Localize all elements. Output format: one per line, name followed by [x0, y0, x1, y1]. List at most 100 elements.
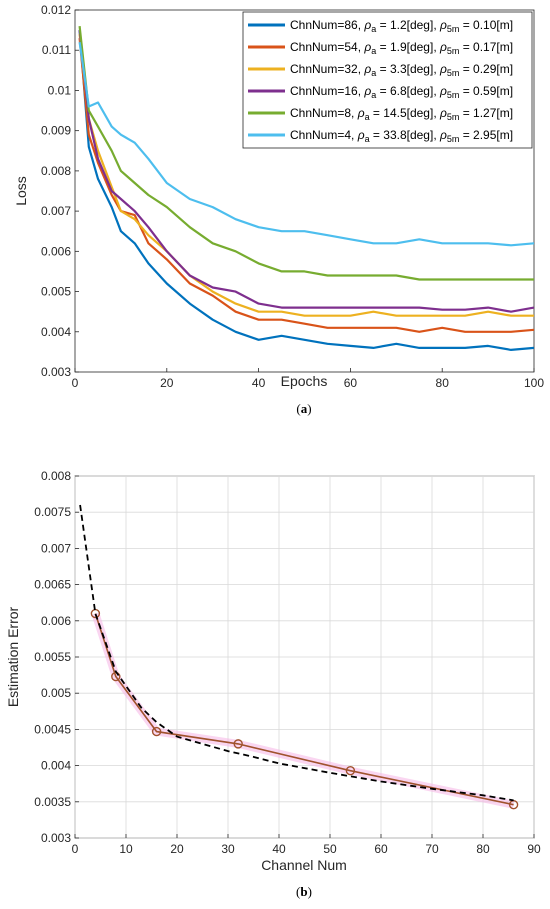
- panel-b-caption-close: ): [308, 884, 312, 899]
- legend-text-part: 5m: [447, 112, 460, 122]
- legend-text-part: = 1.2[deg],: [376, 18, 440, 32]
- legend-text-part: a: [365, 112, 370, 122]
- y-tick-label: 0.009: [41, 124, 71, 138]
- x-tick-label: 80: [476, 842, 490, 856]
- y-tick-label: 0.0035: [34, 795, 71, 809]
- legend-entry-label: ChnNum=86, ρa = 1.2[deg], ρ5m = 0.10[m]: [290, 18, 513, 34]
- panel-b-series-lines: [79, 504, 519, 810]
- legend-text-part: ρ: [363, 40, 371, 54]
- data-point-marker: [233, 739, 243, 749]
- x-tick-label: 20: [170, 842, 184, 856]
- legend-text-part: ChnNum=4,: [290, 128, 358, 142]
- x-tick-label: 40: [252, 376, 266, 390]
- panel-b-y-tick-labels: 0.003 0.0035 0.004 0.0045 0.005 0.0055 0.006 0.…: [34, 469, 79, 845]
- data-point-marker: [508, 799, 519, 810]
- y-tick-label: 0.011: [42, 43, 71, 57]
- legend-text-part: a: [371, 24, 376, 34]
- legend-text-part: ChnNum=86,: [290, 18, 364, 32]
- x-tick-label: 80: [436, 376, 450, 390]
- legend-text-part: a: [365, 134, 370, 144]
- panel-a-series-lines: [78, 25, 535, 351]
- legend-text-part: ρ: [439, 18, 447, 32]
- y-tick-label: 0.0065: [34, 578, 71, 592]
- y-tick-label: 0.012: [41, 3, 71, 17]
- legend-text-part: ρ: [357, 128, 365, 142]
- x-tick-label: 90: [527, 842, 541, 856]
- panel-a-caption: (a): [296, 401, 311, 416]
- y-tick-label: 0.007: [41, 204, 71, 218]
- x-tick-label: 50: [323, 842, 337, 856]
- panel-b-caption-open: (: [296, 884, 300, 899]
- series-line-3: [78, 29, 535, 313]
- legend-text-part: = 0.10[m]: [459, 18, 513, 32]
- panel-a-loss-chart: 0 20 40 60 80 100 0.0030.0040.0050.0060.0070.…: [13, 3, 544, 416]
- panel-b-caption-letter: b: [300, 884, 307, 899]
- y-tick-label: 0.0045: [34, 722, 71, 736]
- panel-b-x-axis-label: Channel Num: [261, 857, 347, 873]
- data-point-marker: [345, 765, 356, 776]
- legend-text-part: ρ: [439, 84, 447, 98]
- legend-text-part: ρ: [439, 40, 447, 54]
- x-tick-label: 0: [72, 842, 79, 856]
- legend-text-part: ρ: [357, 106, 365, 120]
- legend-entry-label: ChnNum=8, ρa = 14.5[deg], ρ5m = 1.27[m]: [290, 106, 513, 122]
- legend-text-part: = 6.8[deg],: [376, 84, 440, 98]
- legend-text-part: = 2.95[m]: [459, 128, 513, 142]
- legend-text-part: 5m: [447, 90, 460, 100]
- legend-text-part: ChnNum=16,: [290, 84, 364, 98]
- legend-text-part: a: [371, 68, 376, 78]
- y-tick-label: 0.003: [41, 365, 71, 379]
- panel-b-y-axis-label: Estimation Error: [5, 606, 21, 707]
- legend-text-part: ρ: [363, 62, 371, 76]
- legend-text-part: ρ: [439, 62, 447, 76]
- data-point-marker: [151, 726, 162, 737]
- y-tick-label: 0.01: [48, 83, 72, 97]
- legend-text-part: = 33.8[deg],: [370, 128, 440, 142]
- y-tick-label: 0.008: [41, 164, 71, 178]
- legend-text-part: = 0.59[m]: [459, 84, 513, 98]
- legend-text-part: 5m: [447, 134, 460, 144]
- x-tick-label: 60: [344, 376, 358, 390]
- legend-entry-label: ChnNum=16, ρa = 6.8[deg], ρ5m = 0.59[m]: [290, 84, 513, 100]
- x-tick-label: 60: [374, 842, 388, 856]
- x-tick-label: 100: [524, 376, 544, 390]
- panel-a-legend-box: [242, 11, 533, 149]
- fit-curve-dashed: [79, 504, 514, 802]
- y-tick-label: 0.0075: [34, 505, 71, 519]
- panel-a-y-axis-label: Loss: [13, 176, 29, 206]
- x-tick-label: 10: [119, 842, 133, 856]
- legend-text-part: a: [371, 90, 376, 100]
- panel-a-x-tick-labels: 0 20 40 60 80 100: [72, 368, 544, 390]
- panel-b-caption: (b): [296, 884, 312, 899]
- series-line-4: [78, 25, 534, 281]
- legend-text-part: a: [371, 46, 376, 56]
- y-tick-label: 0.005: [41, 686, 71, 700]
- y-tick-label: 0.006: [41, 614, 71, 628]
- legend-text-part: ρ: [439, 128, 447, 142]
- x-tick-label: 70: [425, 842, 439, 856]
- legend-text-part: ChnNum=8,: [290, 106, 358, 120]
- y-tick-label: 0.005: [41, 285, 71, 299]
- legend-entry-label: ChnNum=54, ρa = 1.9[deg], ρ5m = 0.17[m]: [290, 40, 513, 56]
- series-line-5: [78, 42, 535, 247]
- legend-text-part: = 1.27[m]: [459, 106, 513, 120]
- panel-b-grid: [74, 475, 535, 839]
- legend-text-part: ChnNum=32,: [290, 62, 364, 76]
- x-tick-label: 20: [160, 376, 174, 390]
- legend-text-part: 5m: [447, 24, 460, 34]
- panel-a-y-tick-labels: 0.003 0.004 0.005 0.006 0.007 0.008 0.009 0.01 0…: [41, 3, 79, 379]
- legend-text-part: = 0.17[m]: [459, 40, 513, 54]
- legend-text-part: ρ: [439, 106, 447, 120]
- series-line-estimation-error: [94, 613, 514, 806]
- x-tick-label: 30: [221, 842, 235, 856]
- x-tick-label: 40: [272, 842, 286, 856]
- legend-text-part: = 3.3[deg],: [376, 62, 440, 76]
- legend-text-part: = 1.9[deg],: [376, 40, 440, 54]
- y-tick-label: 0.007: [41, 541, 71, 555]
- y-tick-label: 0.003: [41, 831, 71, 845]
- legend-text-part: 5m: [447, 68, 460, 78]
- panel-b-estimation-error-chart: 0 10 20 30 40 50 60 70 80 90 0.0030.00350.0040.00…: [5, 469, 541, 899]
- panel-a-legend: ChnNum=86, ρa = 1.2[deg], ρ5m = 0.10[m]C…: [242, 11, 533, 149]
- y-tick-label: 0.0055: [34, 650, 71, 664]
